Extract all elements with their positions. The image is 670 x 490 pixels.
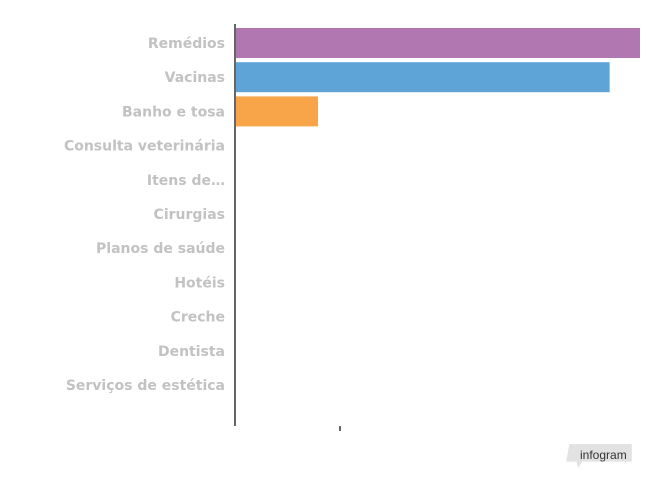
category-label: Serviços de estética: [66, 378, 225, 394]
category-label: Hotéis: [174, 275, 225, 291]
category-label: Vacinas: [165, 70, 225, 86]
bar[interactable]: [236, 28, 640, 58]
category-label: Planos de saúde: [96, 241, 225, 257]
category-label: Dentista: [158, 344, 225, 360]
category-labels: Remédios Vacinas Banho e tosa Consulta vete…: [64, 36, 225, 394]
category-label: Consulta veterinária: [64, 139, 225, 155]
bar[interactable]: [236, 62, 610, 93]
bars: [236, 28, 640, 127]
infogram-badge[interactable]: [558, 444, 640, 468]
bar[interactable]: [236, 96, 319, 127]
category-label: Creche: [171, 310, 225, 326]
category-label: Banho e tosa: [122, 104, 225, 120]
category-label: Itens de…: [147, 173, 225, 189]
category-label: Cirurgias: [154, 207, 225, 223]
category-label: Remédios: [148, 36, 225, 52]
infogram-logo-text[interactable]: infogram: [580, 448, 627, 462]
